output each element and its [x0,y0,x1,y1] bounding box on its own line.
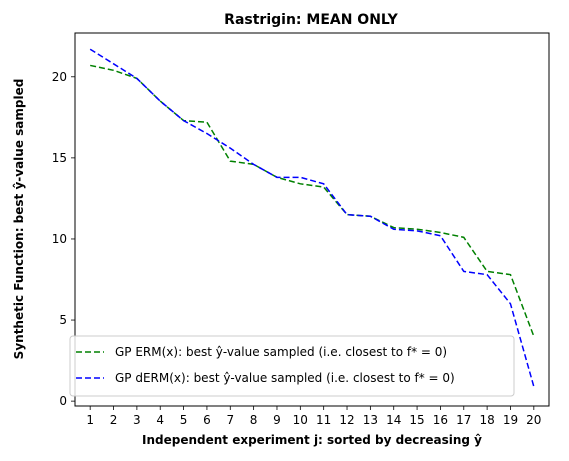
x-tick-label: 4 [156,413,164,427]
series-layer [89,48,535,387]
x-axis-label: Independent experiment j: sorted by decr… [142,433,482,447]
legend-label-gp-derm: GP dERM(x): best ŷ-value sampled (i.e. c… [115,371,455,385]
x-tick-label: 14 [386,413,401,427]
x-tick-label: 13 [363,413,378,427]
y-tick-label: 15 [52,151,67,165]
y-tick-label: 10 [52,232,67,246]
x-tick-label: 2 [110,413,118,427]
x-tick-label: 9 [273,413,281,427]
y-tick-label: 5 [59,313,67,327]
x-tick-label: 17 [456,413,471,427]
x-axis: 1 2 3 4 5 6 7 8 9 10 11 12 13 14 15 16 17 18 19 20 [86,406,541,427]
y-tick-label: 0 [59,394,67,408]
x-tick-label: 19 [503,413,518,427]
legend-label-gp-erm: GP ERM(x): best ŷ-value sampled (i.e. cl… [115,345,447,359]
legend: GP ERM(x): best ŷ-value sampled (i.e. cl… [69,335,515,397]
x-tick-label: 5 [180,413,188,427]
x-tick-label: 10 [293,413,308,427]
y-axis: 0 5 10 15 20 [52,70,75,408]
x-tick-label: 7 [226,413,234,427]
x-tick-label: 16 [433,413,448,427]
chart-title: Rastrigin: MEAN ONLY [224,12,398,28]
x-tick-label: 1 [86,413,94,427]
x-tick-label: 12 [339,413,354,427]
legend-box [69,335,515,397]
x-tick-label: 18 [479,413,494,427]
y-tick-label: 20 [52,70,67,84]
x-tick-label: 15 [409,413,424,427]
x-tick-label: 3 [133,413,141,427]
x-tick-label: 6 [203,413,211,427]
x-tick-label: 8 [250,413,258,427]
x-tick-label: 20 [526,413,541,427]
y-axis-label: Synthetic Function: best ŷ-value sampled [12,79,26,360]
x-tick-label: 11 [316,413,331,427]
series-line-gp-derm [89,48,535,387]
